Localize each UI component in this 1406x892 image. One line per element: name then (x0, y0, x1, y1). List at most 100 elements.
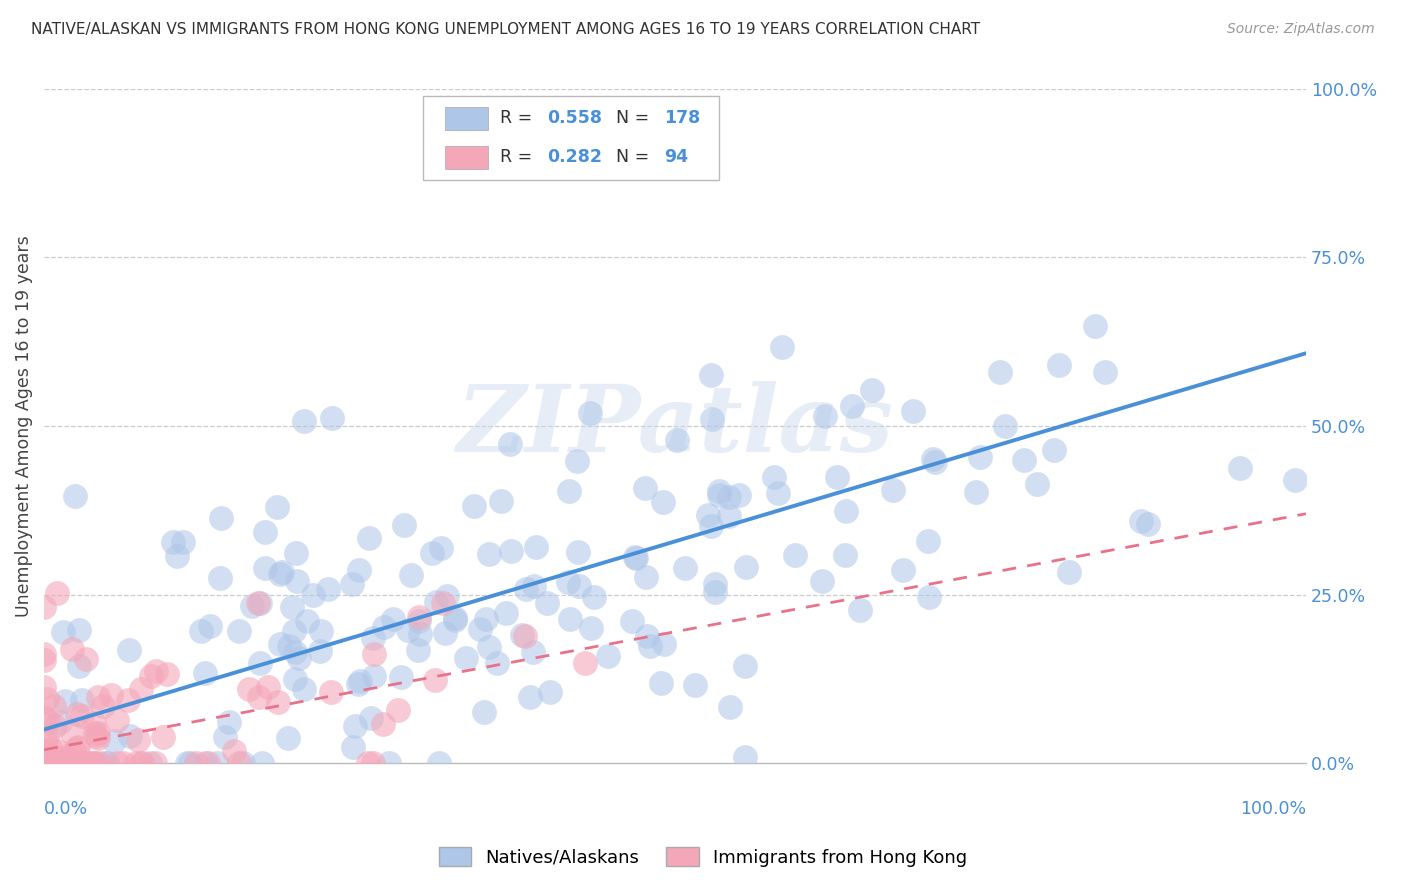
Point (624, 549, 647, 564)
Point (284, 546, 307, 560)
Point (423, 673, 446, 687)
Point (120, 730, 142, 744)
Point (32, 680, 55, 694)
Point (70, 756, 93, 771)
Point (718, 508, 741, 523)
Point (634, 570, 657, 584)
Point (433, 625, 456, 640)
Point (1094, 365, 1116, 379)
Point (988, 365, 1011, 379)
Point (704, 584, 727, 599)
Point (269, 637, 291, 651)
Point (67, 739, 90, 754)
Point (1084, 318, 1107, 333)
Point (209, 511, 232, 525)
Point (49, 715, 72, 730)
Point (60, 725, 83, 739)
Point (32, 600, 55, 615)
Point (32, 647, 55, 661)
Point (620, 614, 643, 628)
Point (709, 488, 731, 502)
Point (35, 711, 58, 725)
Point (46, 744, 69, 758)
Text: 0.282: 0.282 (547, 148, 603, 166)
Point (55, 694, 77, 708)
Point (1026, 476, 1049, 491)
Point (596, 649, 619, 664)
Point (53, 756, 76, 771)
Point (387, 703, 409, 717)
Point (359, 531, 381, 545)
Point (77, 756, 100, 771)
Point (1043, 442, 1066, 457)
Point (582, 591, 605, 605)
Point (285, 574, 308, 588)
Point (83, 716, 105, 731)
Point (579, 621, 602, 635)
Point (425, 595, 447, 609)
Point (361, 756, 384, 771)
Point (37, 714, 59, 728)
Point (965, 485, 987, 500)
Point (257, 680, 280, 694)
Point (578, 406, 600, 420)
Point (717, 490, 740, 504)
Point (665, 433, 688, 447)
Point (969, 450, 991, 464)
Point (499, 437, 522, 451)
Point (430, 541, 453, 555)
Point (340, 577, 363, 591)
Point (633, 481, 655, 495)
Point (67, 659, 90, 673)
Point (485, 656, 508, 670)
Point (363, 669, 385, 683)
Point (1229, 460, 1251, 475)
Point (841, 399, 863, 413)
Point (685, 678, 707, 692)
Text: 94: 94 (664, 148, 688, 166)
Point (42, 756, 65, 771)
Point (510, 628, 533, 642)
Point (918, 591, 941, 605)
Point (247, 596, 270, 610)
Point (66, 707, 89, 722)
Point (63, 489, 86, 503)
Point (470, 623, 492, 637)
Point (567, 545, 589, 559)
Point (249, 656, 271, 670)
Point (87, 690, 110, 705)
Point (127, 732, 149, 747)
Point (396, 623, 419, 637)
Point (443, 611, 465, 625)
Point (636, 629, 658, 643)
Point (295, 614, 318, 628)
Text: N =: N = (616, 110, 654, 128)
Point (827, 469, 849, 483)
Point (139, 668, 162, 682)
Point (52, 756, 75, 771)
Point (478, 547, 501, 561)
Point (349, 674, 371, 689)
Text: R =: R = (499, 148, 537, 166)
Point (309, 624, 332, 639)
Point (308, 643, 330, 657)
Point (343, 719, 366, 733)
Point (281, 599, 304, 614)
Point (429, 756, 451, 771)
FancyBboxPatch shape (446, 145, 488, 169)
Point (224, 744, 246, 758)
Point (650, 676, 672, 690)
Text: ZIPatlas: ZIPatlas (457, 381, 894, 471)
Point (45, 586, 67, 600)
Point (83, 756, 105, 771)
Point (891, 563, 914, 577)
Point (70, 756, 93, 771)
Point (42, 699, 65, 714)
Point (835, 503, 858, 517)
Point (249, 595, 271, 609)
Point (513, 630, 536, 644)
Point (288, 651, 311, 665)
Legend: Natives/Alaskans, Immigrants from Hong Kong: Natives/Alaskans, Immigrants from Hong K… (432, 840, 974, 874)
Point (34, 747, 56, 762)
Point (1284, 473, 1306, 487)
